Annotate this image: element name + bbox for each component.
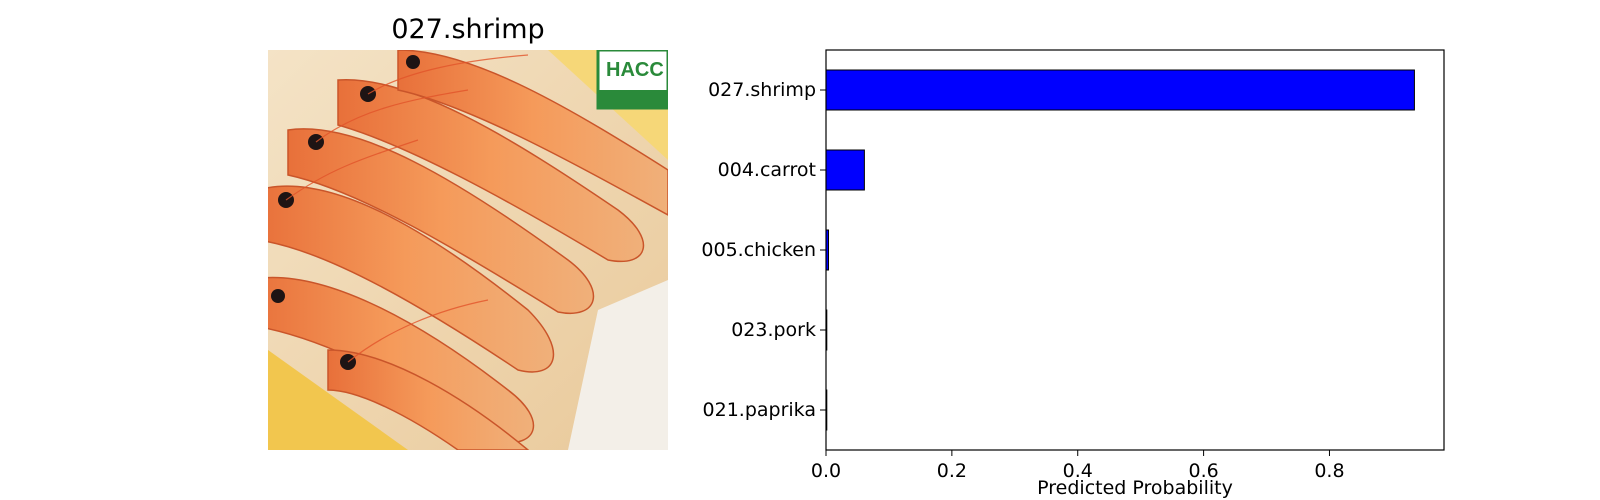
y-tick-label: 021.paprika <box>703 399 816 421</box>
x-tick-label: 0.8 <box>1314 460 1344 482</box>
y-tick-label: 005.chicken <box>701 239 816 261</box>
x-axis-label: Predicted Probability <box>1037 477 1233 499</box>
bar-shrimp <box>825 69 1415 111</box>
image-title: 027.shrimp <box>391 14 545 45</box>
bars-group <box>825 69 1415 431</box>
shrimp-photo-icon: HACC <box>268 50 668 450</box>
x-tick-group: 0.0 0.2 0.4 0.6 0.8 <box>811 450 1345 482</box>
y-tick-label: 023.pork <box>731 319 816 341</box>
y-tick-label: 027.shrimp <box>708 79 816 101</box>
y-tick-group: 027.shrimp 004.carrot 005.chicken 023.pork 0… <box>701 79 826 421</box>
x-tick-label: 0.6 <box>1188 460 1218 482</box>
y-tick-label: 004.carrot <box>718 159 816 181</box>
photo-label-text: HACC <box>606 59 664 81</box>
x-tick-label: 0.4 <box>1063 460 1093 482</box>
x-tick-label: 0.2 <box>937 460 967 482</box>
bar-carrot <box>825 149 865 191</box>
x-tick-label: 0.0 <box>811 460 841 482</box>
shrimp-photo: HACC <box>268 50 668 450</box>
